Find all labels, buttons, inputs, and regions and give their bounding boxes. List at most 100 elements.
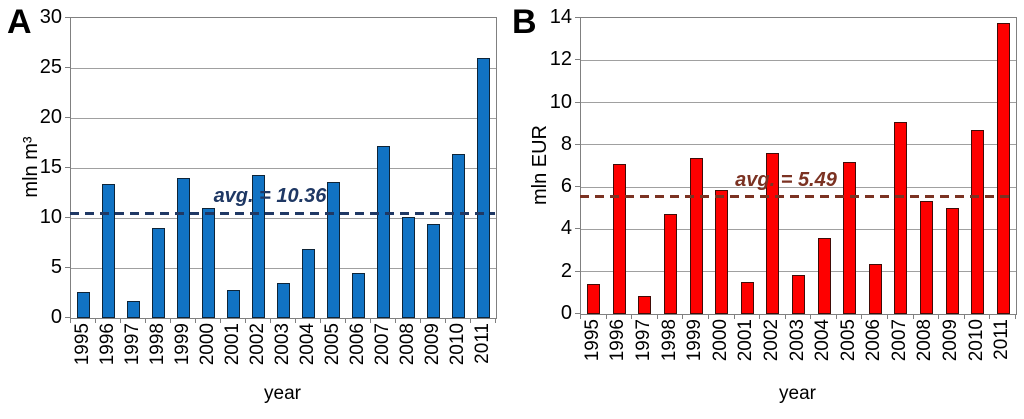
gridline [581, 102, 1016, 104]
bar-b-2000 [715, 190, 729, 314]
plot-area-b [580, 17, 1017, 315]
bar-b-2009 [945, 208, 959, 314]
x-tick-mark [963, 315, 965, 319]
y-tick-label: 30 [39, 6, 62, 28]
gridline [71, 167, 496, 169]
gridline [581, 144, 1016, 146]
y-tick-mark [575, 59, 580, 61]
x-tick-mark [605, 315, 607, 319]
y-tick-mark [575, 313, 580, 314]
y-tick-label: 4 [560, 217, 572, 240]
x-tick-mark [759, 315, 761, 319]
x-tick-mark [495, 319, 496, 323]
y-tick-label: 14 [549, 6, 572, 28]
bar-b-2010 [971, 130, 985, 314]
bar-b-2005 [843, 161, 857, 314]
y-tick-label: 8 [560, 132, 572, 155]
bar-b-2007 [894, 121, 908, 314]
x-tick-mark [861, 315, 863, 319]
y-tick-label: 0 [560, 302, 572, 324]
x-tick-mark [682, 315, 684, 319]
gridline [581, 186, 1016, 188]
bar-a-2009 [427, 224, 440, 318]
bar-b-1997 [638, 296, 652, 314]
gridline [71, 67, 496, 69]
x-tick-mark [580, 315, 581, 319]
bar-a-2000 [202, 208, 215, 318]
y-tick-mark [65, 167, 70, 168]
x-tick-mark [145, 319, 146, 323]
x-axis-title-a: year [264, 383, 301, 404]
x-tick-label: 2011 [991, 319, 1013, 360]
x-tick-mark [656, 315, 658, 319]
y-tick-label: 10 [39, 206, 62, 228]
y-tick-mark [65, 317, 70, 318]
bar-a-2007 [377, 146, 390, 318]
y-tick-label: 15 [39, 156, 62, 178]
y-tick-mark [65, 267, 70, 268]
y-tick-mark [575, 143, 580, 145]
x-tick-mark [420, 319, 421, 323]
bar-a-1995 [77, 292, 90, 318]
x-tick-label: 2007 [888, 319, 910, 362]
bar-a-2002 [252, 175, 265, 318]
bar-b-2004 [817, 237, 831, 314]
gridline [581, 59, 1016, 61]
bar-a-1998 [152, 228, 165, 318]
bar-a-2006 [352, 273, 365, 318]
bar-a-2008 [402, 217, 415, 318]
bar-a-2010 [452, 154, 465, 318]
x-tick-mark [295, 319, 296, 323]
bar-b-2003 [792, 274, 805, 314]
x-tick-label: 2001 [735, 319, 757, 362]
bar-a-2011 [477, 58, 490, 318]
x-tick-mark [470, 319, 471, 323]
x-tick-label: 1999 [684, 319, 706, 362]
x-tick-mark [120, 319, 121, 323]
y-tick-label: 12 [549, 48, 572, 71]
gridline [581, 228, 1016, 230]
y-tick-label: 20 [39, 106, 62, 128]
y-tick-label: 10 [549, 90, 572, 113]
x-tick-mark [835, 315, 837, 319]
average-annotation-b: avg. = 5.49 [735, 168, 837, 191]
y-tick-label: 0 [50, 306, 62, 328]
plot-area-a [70, 17, 497, 319]
bar-b-2002 [766, 153, 780, 314]
x-tick-mark [95, 319, 96, 323]
y-tick-label: 5 [50, 256, 62, 278]
x-tick-mark [220, 319, 221, 323]
bar-a-1997 [127, 301, 140, 318]
x-tick-label: 1997 [632, 319, 654, 362]
x-tick-label: 2002 [760, 319, 782, 362]
panel-label-b: B [512, 3, 537, 41]
bar-b-1996 [612, 163, 626, 314]
y-tick-mark [575, 270, 580, 272]
y-tick-mark [575, 228, 580, 230]
y-tick-mark [575, 101, 580, 103]
x-tick-mark [395, 319, 396, 323]
x-tick-mark [912, 315, 914, 319]
bar-a-2003 [277, 283, 290, 318]
x-tick-mark [70, 319, 71, 323]
x-tick-mark [733, 315, 735, 319]
panel-label-a: A [7, 3, 32, 41]
x-tick-mark [195, 319, 196, 323]
gridline [71, 217, 496, 219]
x-tick-label: 2004 [812, 319, 834, 362]
bar-b-2006 [868, 264, 882, 314]
bar-b-2008 [919, 200, 933, 314]
x-tick-mark [784, 315, 786, 319]
bar-a-2005 [327, 182, 340, 318]
x-tick-mark [887, 315, 889, 319]
gridline [71, 267, 496, 269]
y-tick-mark [575, 186, 580, 188]
x-tick-label: 2006 [863, 319, 885, 362]
y-tick-label: 2 [560, 259, 572, 282]
x-tick-mark [938, 315, 940, 319]
y-tick-mark [575, 17, 580, 18]
y-axis-title-b: mln EUR [529, 125, 551, 206]
bar-a-2001 [227, 290, 240, 318]
